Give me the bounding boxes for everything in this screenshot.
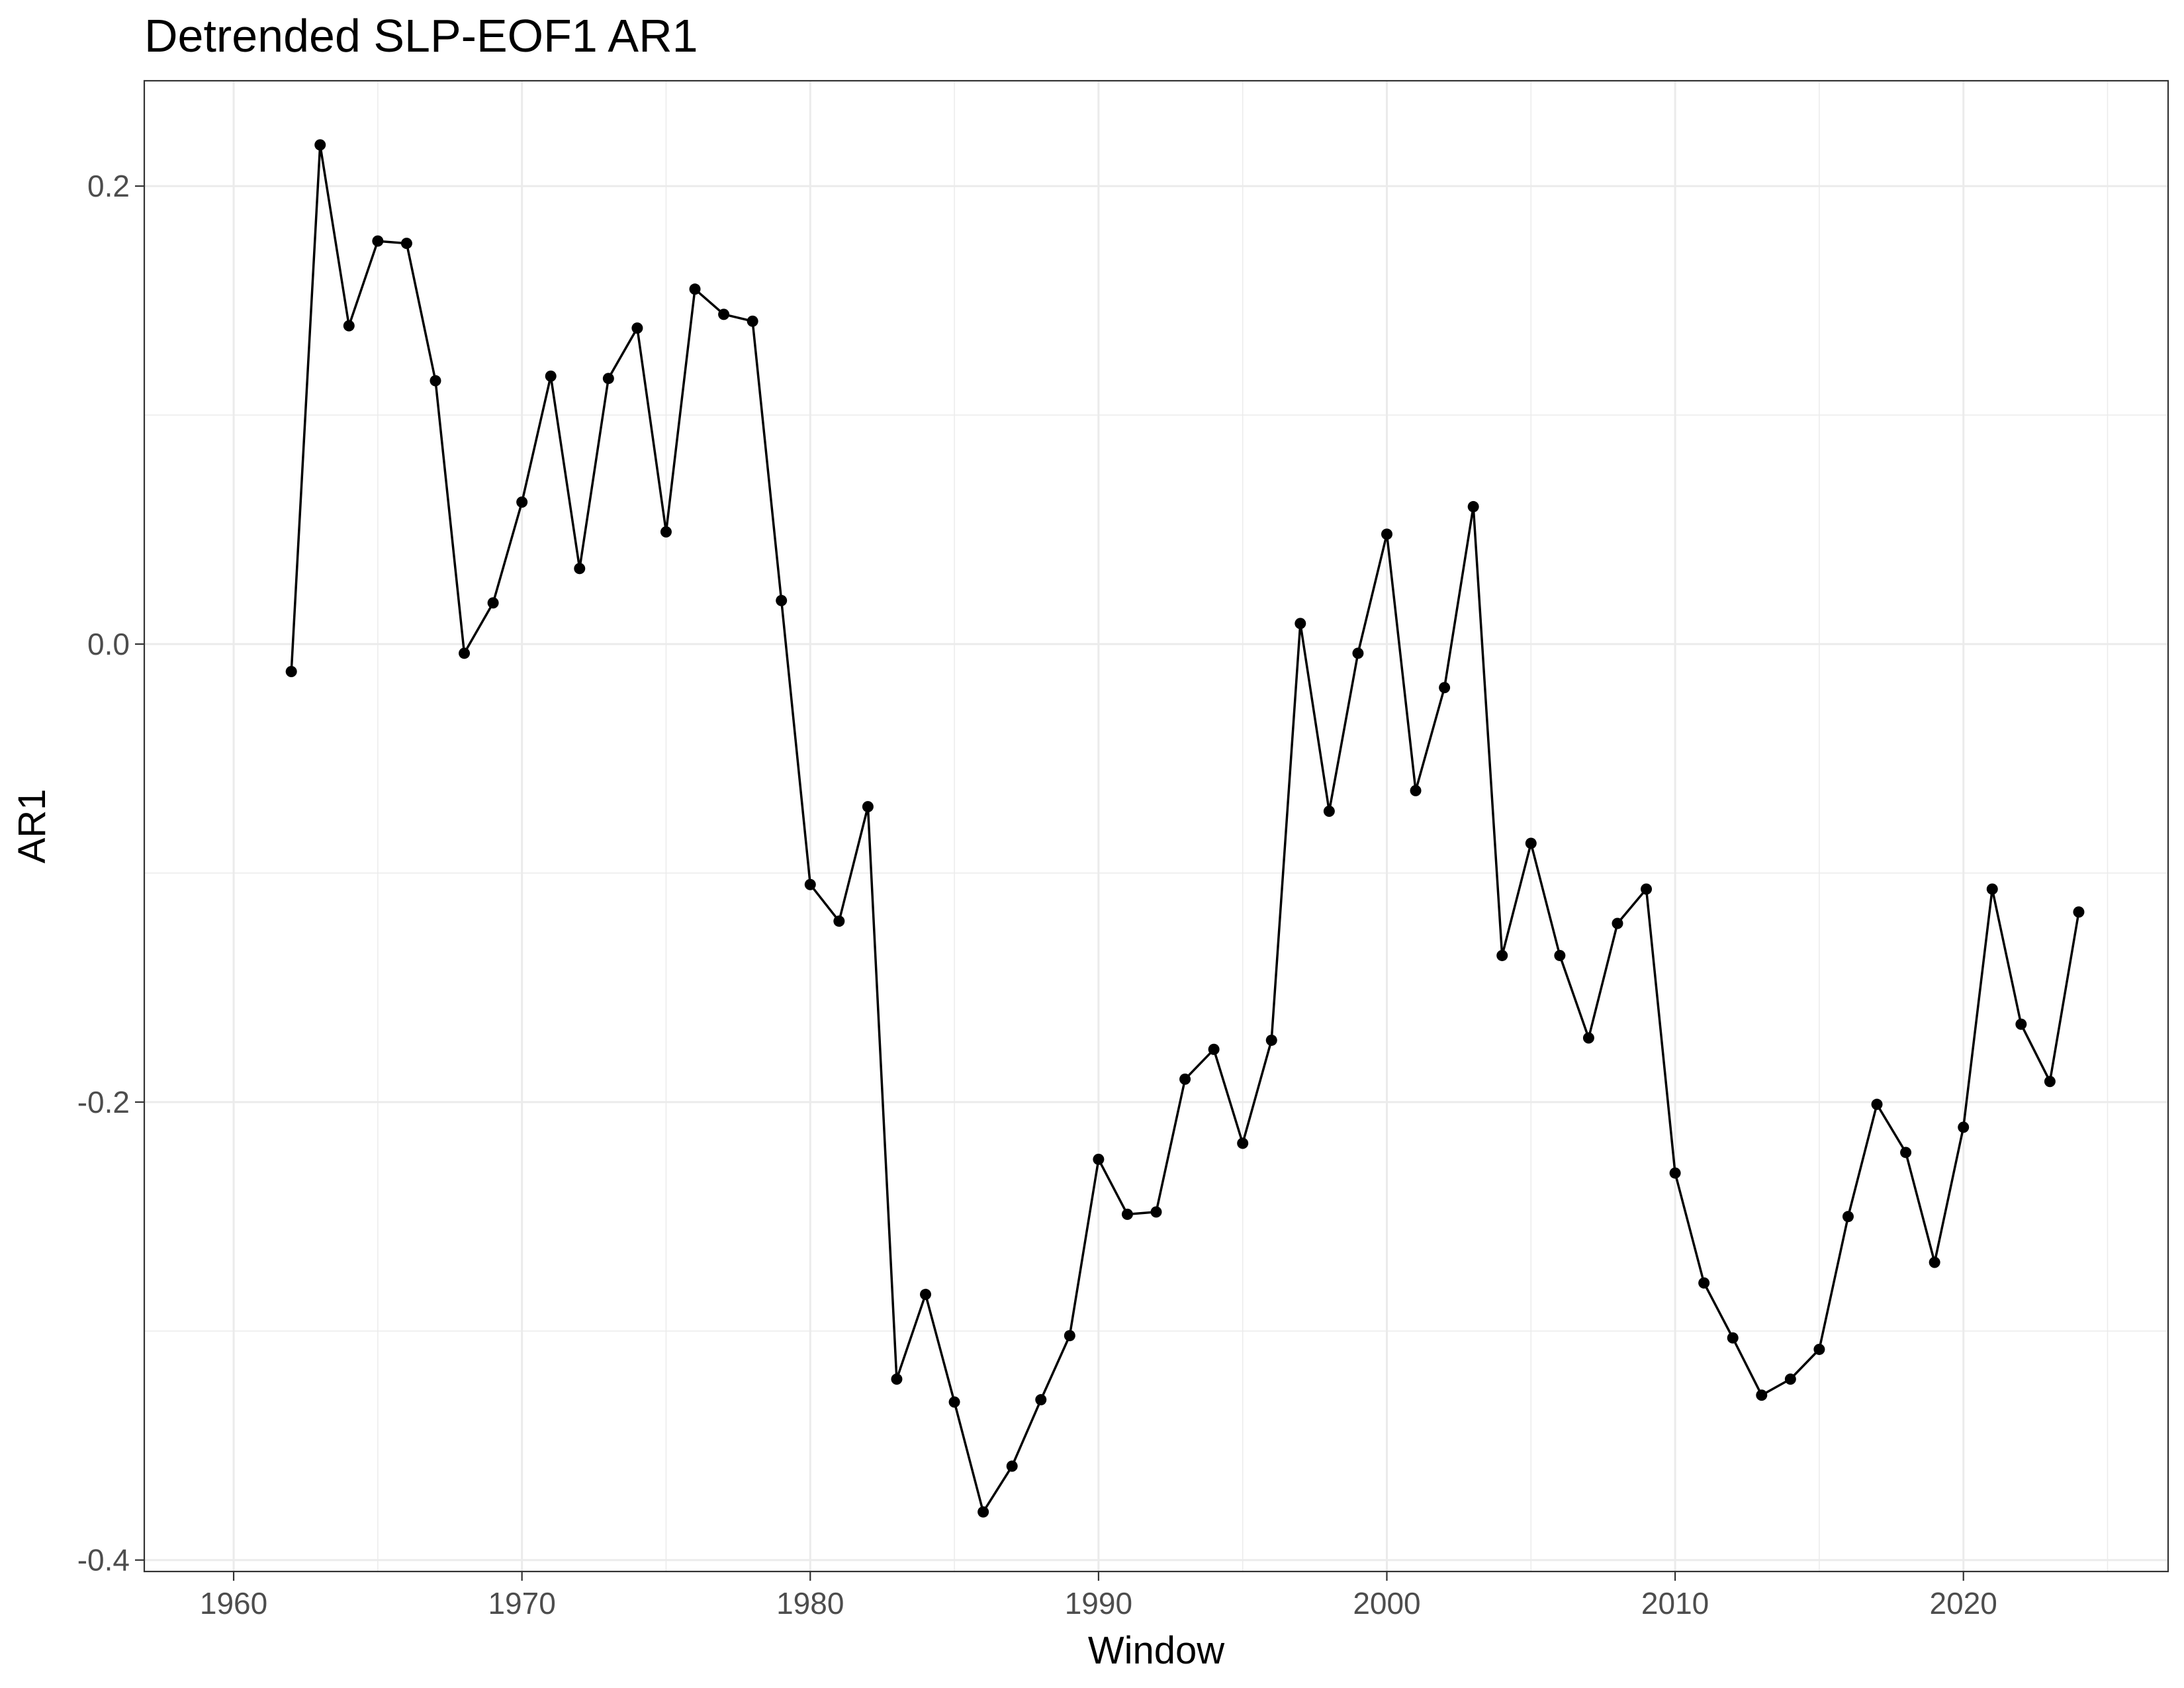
x-tick-label: 1990 [1065,1586,1132,1620]
data-point [1986,883,1998,895]
data-point [2073,906,2085,918]
data-point [1179,1073,1191,1085]
data-point [516,496,528,508]
data-point [660,526,672,538]
data-point [400,238,412,250]
data-point [372,235,384,247]
data-point [1208,1043,1220,1055]
data-point [1554,949,1566,961]
x-axis-tick-labels: 1960 1970 1980 1990 2000 2010 2020 [200,1586,1997,1620]
panel-border [143,79,2169,1573]
data-point [1813,1343,1825,1355]
x-tick-label: 1980 [776,1586,844,1620]
x-tick-label: 1970 [488,1586,555,1620]
data-point [1093,1153,1105,1165]
data-point [1381,528,1392,540]
y-axis-tick-labels: -0.4 -0.2 0.0 0.2 [77,169,130,1577]
series-layer [290,144,2080,1513]
data-point [602,373,614,385]
x-tick-label: 2020 [1930,1586,1997,1620]
data-point [1698,1277,1710,1289]
data-point [1439,682,1451,694]
data-point [689,283,701,295]
y-tick-label: -0.4 [77,1543,130,1577]
data-point [804,878,816,890]
x-tick-label: 2000 [1353,1586,1420,1620]
data-point [1756,1389,1768,1401]
data-point [776,594,788,606]
data-point [1237,1137,1249,1149]
data-point [1352,647,1364,659]
data-point [545,370,557,382]
data-point [430,375,441,387]
y-axis-title: AR1 [11,789,54,864]
data-point [574,563,586,575]
data-point [1582,1032,1594,1044]
data-point [487,597,499,609]
data-point [343,320,355,332]
data-point [747,315,758,327]
data-point [948,1396,960,1408]
data-point [1064,1330,1075,1342]
data-point [862,801,874,813]
y-tick-label: -0.2 [77,1085,130,1119]
chart-title: Detrended SLP-EOF1 AR1 [144,10,698,62]
x-tick-label: 1960 [200,1586,267,1620]
data-point [1871,1098,1883,1110]
x-tick-label: 2010 [1641,1586,1709,1620]
y-tick-label: 0.2 [87,169,130,203]
data-point [1006,1460,1018,1472]
y-tick-label: 0.0 [87,627,130,661]
points-layer [285,139,2085,1518]
data-point [1612,917,1623,929]
data-point [2044,1076,2056,1088]
data-point [2015,1018,2027,1030]
data-point [833,915,845,927]
x-axis-title: Window [1088,1629,1225,1672]
grid [144,81,2168,1571]
data-point [1842,1211,1854,1223]
data-point [631,322,643,334]
data-point [1784,1373,1796,1385]
data-point [1323,806,1335,818]
data-point [1035,1394,1047,1406]
data-point [1727,1332,1739,1344]
data-point [1929,1256,1940,1268]
data-point [1150,1206,1162,1218]
data-point [1525,837,1537,849]
data-point [1641,883,1653,895]
axis-ticks [135,185,1964,1581]
data-point [1496,949,1508,961]
data-point [1121,1208,1133,1220]
data-point [920,1288,932,1300]
data-point [978,1506,989,1518]
data-point [1410,784,1422,796]
data-point [891,1373,903,1385]
data-point [1265,1034,1277,1046]
data-point [1669,1167,1681,1179]
data-point [1295,618,1306,630]
data-point [1467,500,1479,512]
data-point [1958,1121,1970,1133]
series-line [290,144,2080,1513]
data-point [459,647,471,659]
data-point [314,139,326,151]
data-point [718,308,730,320]
data-point [1900,1147,1912,1158]
data-point [285,665,297,677]
